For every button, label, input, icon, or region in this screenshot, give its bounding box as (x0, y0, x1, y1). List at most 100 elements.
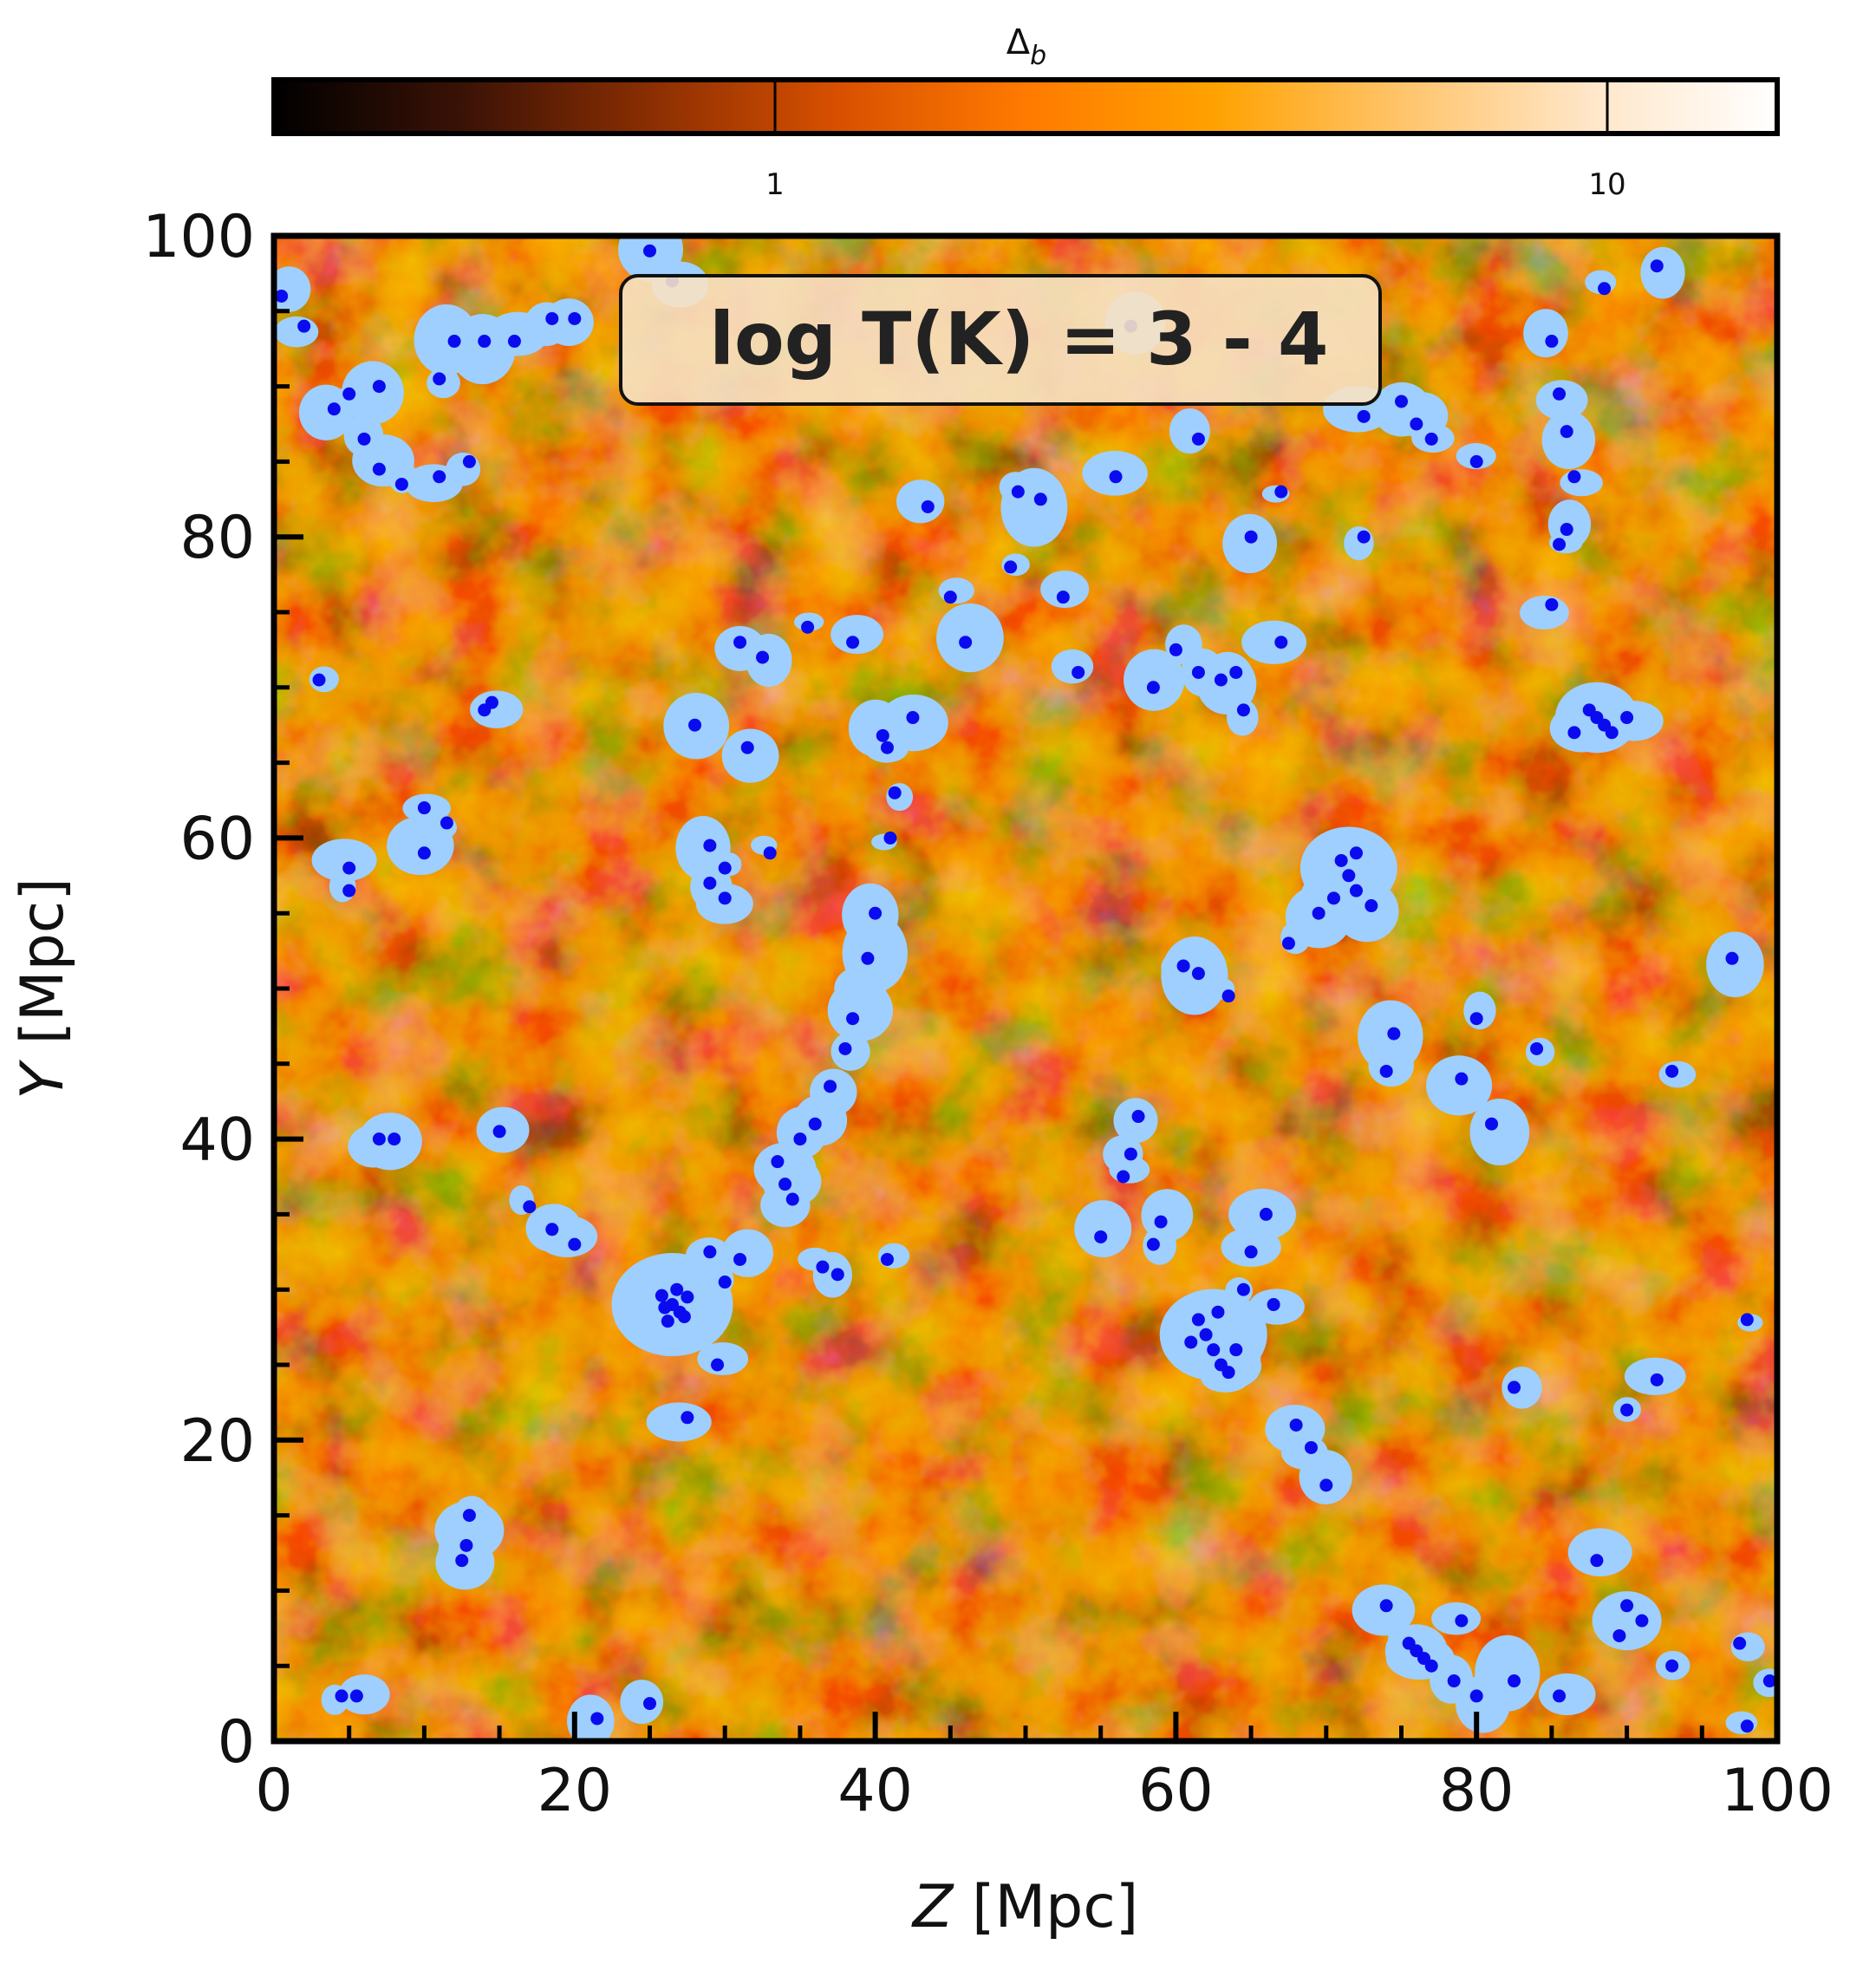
plot-area: 0 20 40 60 80 100 0 20 40 60 80 100 log T(K) = 3 -… (142, 203, 1834, 1825)
halo-point (1469, 1689, 1483, 1703)
halo-point (1545, 335, 1559, 349)
halo-point (1221, 989, 1235, 1003)
halo-point (433, 470, 446, 484)
halo-point (1334, 853, 1348, 867)
halo-point (1207, 1343, 1221, 1357)
halo-point (1033, 493, 1047, 506)
halo-point (876, 728, 889, 742)
x-tick-label: 80 (1439, 1757, 1514, 1825)
halo-point (1221, 1366, 1235, 1380)
halo-point (394, 477, 408, 491)
halo-point (1560, 523, 1573, 537)
overlay-region (760, 1183, 811, 1228)
halo-point (1620, 711, 1634, 725)
overlay-region (1241, 620, 1307, 664)
halo-point (1387, 1027, 1401, 1041)
colorbar-label-subscript: b (1030, 41, 1046, 71)
overlay-region (544, 298, 594, 347)
halo-point (793, 1132, 807, 1146)
colorbar-label: Δb (1006, 23, 1046, 71)
density-map (274, 236, 1777, 1741)
halo-point (1154, 1215, 1168, 1229)
overlay-region (1161, 946, 1222, 989)
halo-point (1605, 726, 1619, 740)
overlay-region (721, 1229, 773, 1277)
halo-point (846, 1012, 860, 1026)
halo-point (545, 311, 559, 325)
halo-point (718, 891, 732, 905)
halo-point (462, 1509, 476, 1523)
colorbar-ticks: 1 10 (765, 80, 1626, 202)
overlay-region (1124, 649, 1185, 711)
overlay-region (620, 1680, 664, 1725)
overlay-region (1541, 411, 1596, 470)
halo-point (1176, 959, 1190, 973)
halo-point (1545, 597, 1559, 611)
overlay-region (567, 1694, 615, 1741)
halo-point (485, 695, 498, 709)
halo-point (455, 1554, 469, 1568)
halo-point (1131, 1110, 1145, 1124)
x-tick-label: 20 (537, 1757, 613, 1825)
overlay-cluster (834, 966, 887, 1011)
halo-point (1424, 1659, 1438, 1673)
overlay-region (1538, 1673, 1596, 1716)
halo-point (1365, 899, 1378, 913)
halo-point (447, 335, 461, 349)
colorbar: Δb 1 10 (271, 23, 1780, 202)
halo-point (1762, 1674, 1776, 1688)
halo-point (1072, 665, 1085, 679)
halo-point (861, 951, 875, 965)
halo-point (1304, 1440, 1318, 1454)
overlay-region (896, 480, 945, 524)
overlay-region (1222, 513, 1278, 574)
y-axis-ticks: 0 20 40 60 80 100 (142, 203, 303, 1777)
halo-point (824, 1080, 837, 1093)
halo-point (342, 884, 356, 897)
halo-point (1357, 530, 1371, 544)
halo-point (880, 741, 894, 754)
halo-point (1109, 470, 1123, 484)
overlay-region (646, 1402, 712, 1442)
halo-point (1665, 1659, 1679, 1673)
halo-point (1124, 1147, 1137, 1161)
overlay-region (810, 1068, 857, 1116)
overlay-region (1469, 1098, 1530, 1166)
halo-point (1553, 1689, 1567, 1703)
halo-point (1567, 470, 1581, 484)
overlay-region (746, 633, 792, 688)
colorbar-gradient-bar (274, 80, 1777, 134)
halo-point (703, 1245, 717, 1259)
halo-point (643, 1697, 656, 1711)
halo-point (733, 1252, 747, 1266)
halo-point (1274, 636, 1288, 649)
halo-point (711, 1358, 725, 1372)
halo-point (372, 462, 386, 476)
halo-point (1530, 1041, 1544, 1055)
halo-point (756, 650, 770, 664)
halo-point (846, 636, 860, 649)
halo-point (1349, 846, 1363, 860)
halo-point (1508, 1674, 1521, 1688)
annotation-background (619, 274, 1382, 406)
halo-point (688, 718, 702, 732)
overlay-region (1299, 1450, 1352, 1504)
halo-point (462, 454, 476, 468)
halo-point (658, 1301, 672, 1315)
halo-point (661, 1315, 674, 1328)
overlay-region (1280, 921, 1311, 955)
halo-point (1184, 1335, 1198, 1349)
y-tick-label: 80 (179, 504, 255, 572)
y-tick-label: 100 (142, 203, 255, 271)
halo-point (1379, 1064, 1393, 1078)
halo-point (1056, 590, 1070, 604)
halo-point (440, 816, 453, 830)
overlay-region (1040, 571, 1090, 609)
y-tick-label: 40 (179, 1106, 255, 1175)
halo-point (643, 244, 656, 258)
overlay-cluster (434, 1500, 505, 1560)
overlay-cluster (753, 1142, 817, 1196)
halo-point (906, 711, 920, 725)
halo-point (1319, 1478, 1333, 1492)
halo-point (1553, 538, 1567, 551)
